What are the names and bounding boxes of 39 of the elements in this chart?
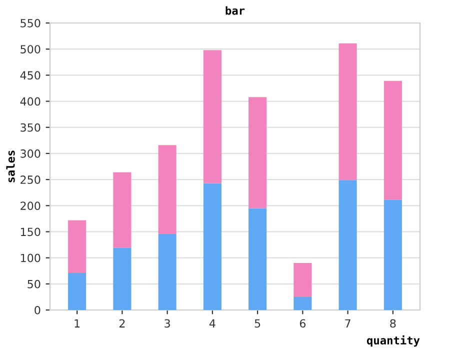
bar (203, 50, 222, 184)
x-tick-label: 6 (300, 319, 306, 328)
y-tick-label: 350 (20, 123, 40, 132)
bar (338, 180, 357, 310)
bar (68, 272, 86, 310)
y-tick-label: 450 (20, 71, 40, 80)
bar (113, 172, 132, 248)
bar (203, 183, 222, 310)
bar (294, 296, 312, 310)
bar (113, 248, 132, 310)
x-tick-label: 7 (345, 319, 350, 328)
bar (338, 43, 357, 180)
x-tick-label: 8 (390, 319, 396, 328)
y-tick-label: 100 (20, 254, 40, 262)
y-tick-label: 200 (20, 202, 40, 210)
y-tick-label: 300 (20, 149, 40, 158)
bar (384, 80, 402, 200)
x-tick-label: 2 (119, 319, 125, 328)
bar (248, 208, 267, 310)
bar (384, 200, 402, 310)
bar (158, 234, 176, 310)
bar (294, 263, 312, 297)
y-tick-label: 0 (34, 306, 40, 314)
x-tick-label: 5 (254, 319, 260, 328)
x-axis-title: quantity (366, 335, 420, 347)
bar (68, 220, 86, 273)
x-tick-label: 4 (209, 319, 216, 328)
y-tick-label: 150 (20, 228, 40, 236)
y-tick-label: 400 (20, 97, 40, 106)
y-axis-title: sales (6, 150, 15, 182)
bar (248, 97, 267, 208)
chart-title: bar (226, 6, 245, 15)
y-tick-label: 500 (20, 45, 40, 54)
y-tick-label: 550 (20, 18, 40, 28)
y-tick-label: 50 (28, 280, 40, 288)
y-tick-label: 250 (20, 176, 40, 184)
x-tick-label: 1 (74, 319, 80, 328)
x-tick-label: 3 (164, 319, 170, 328)
bar (158, 145, 176, 234)
